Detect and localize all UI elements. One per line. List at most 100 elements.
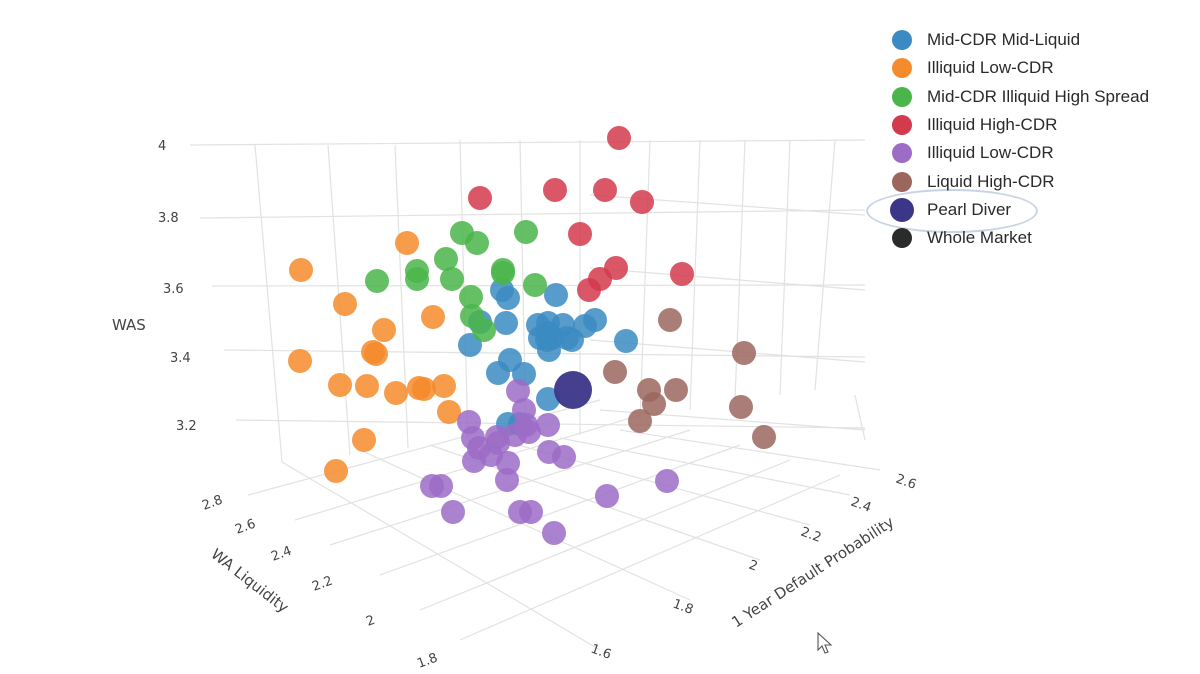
legend-marker-icon (892, 86, 912, 107)
data-point[interactable] (440, 267, 464, 291)
data-point[interactable] (568, 222, 592, 246)
data-point[interactable] (614, 329, 638, 353)
legend-marker-icon (892, 115, 912, 136)
data-point[interactable] (458, 333, 482, 357)
legend-label: Pearl Diver (927, 199, 1012, 219)
data-point[interactable] (479, 443, 503, 467)
data-point[interactable] (519, 500, 543, 524)
y-tick: 1.8 (415, 651, 440, 672)
x-tick: 1.8 (671, 597, 696, 618)
data-point[interactable] (495, 468, 519, 492)
legend-item-illiquid-high-cdr[interactable]: Illiquid High-CDR (888, 111, 1149, 139)
legend-item-liquid-high-cdr[interactable]: Liquid High-CDR (888, 167, 1149, 195)
data-point[interactable] (542, 521, 566, 545)
data-point[interactable] (543, 178, 567, 202)
x-tick: 2.4 (849, 495, 874, 516)
data-point[interactable] (537, 338, 561, 362)
data-point[interactable] (544, 283, 568, 307)
x-tick: 1.6 (589, 642, 614, 663)
legend-label: Illiquid Low-CDR (927, 58, 1054, 78)
data-point[interactable] (583, 308, 607, 332)
legend-label: Illiquid High-CDR (927, 115, 1058, 135)
data-point[interactable] (554, 371, 592, 409)
data-point[interactable] (729, 395, 753, 419)
data-point[interactable] (536, 387, 560, 411)
data-point[interactable] (465, 231, 489, 255)
data-point[interactable] (468, 186, 492, 210)
data-point[interactable] (664, 378, 688, 402)
data-point[interactable] (604, 256, 628, 280)
legend-item-mid-cdr-mid-liquid[interactable]: Mid-CDR Mid-Liquid (888, 26, 1149, 54)
data-point[interactable] (593, 178, 617, 202)
data-point[interactable] (432, 374, 456, 398)
data-point[interactable] (421, 305, 445, 329)
data-point[interactable] (429, 474, 453, 498)
data-point[interactable] (472, 318, 496, 342)
data-point[interactable] (434, 247, 458, 271)
data-point[interactable] (355, 374, 379, 398)
legend-label: Mid-CDR Mid-Liquid (927, 30, 1081, 50)
data-point[interactable] (506, 379, 530, 403)
legend-marker-icon (892, 58, 912, 79)
data-point[interactable] (491, 258, 515, 282)
legend-item-mid-cdr-illiquid-high-spread[interactable]: Mid-CDR Illiquid High Spread (888, 83, 1149, 111)
data-point[interactable] (288, 349, 312, 373)
data-point[interactable] (595, 484, 619, 508)
data-point[interactable] (486, 361, 510, 385)
data-point[interactable] (441, 500, 465, 524)
data-point[interactable] (536, 413, 560, 437)
legend-item-whole-market[interactable]: Whole Market (888, 224, 1149, 252)
data-point[interactable] (352, 428, 376, 452)
legend-item-pearl-diver[interactable]: Pearl Diver (888, 196, 1149, 224)
legend-marker-icon (892, 228, 912, 249)
data-point[interactable] (328, 373, 352, 397)
data-point[interactable] (603, 360, 627, 384)
data-point[interactable] (732, 341, 756, 365)
data-point[interactable] (517, 420, 541, 444)
z-tick: 3.4 (170, 351, 191, 366)
data-point[interactable] (577, 278, 601, 302)
data-point[interactable] (365, 269, 389, 293)
data-point[interactable] (523, 273, 547, 297)
data-point[interactable] (655, 469, 679, 493)
mouse-pointer-icon (817, 632, 833, 654)
legend-label: Liquid High-CDR (927, 171, 1055, 191)
data-point[interactable] (459, 285, 483, 309)
data-point[interactable] (494, 311, 518, 335)
data-point[interactable] (437, 400, 461, 424)
data-point[interactable] (630, 190, 654, 214)
data-point[interactable] (642, 392, 666, 416)
grid-lines (189, 139, 881, 651)
legend-item-illiquid-low-cdr-purple[interactable]: Illiquid Low-CDR (888, 139, 1149, 167)
y-tick: 2.6 (233, 517, 258, 538)
data-point[interactable] (412, 377, 436, 401)
legend-label: Mid-CDR Illiquid High Spread (927, 86, 1150, 106)
data-point[interactable] (384, 381, 408, 405)
legend-marker-icon (892, 171, 912, 192)
data-point[interactable] (658, 308, 682, 332)
legend-item-illiquid-low-cdr-orange[interactable]: Illiquid Low-CDR (888, 54, 1149, 82)
data-point[interactable] (324, 459, 348, 483)
legend-marker-icon (890, 197, 914, 222)
data-point[interactable] (395, 231, 419, 255)
data-point[interactable] (333, 292, 357, 316)
data-point[interactable] (289, 258, 313, 282)
z-axis-title: WAS (112, 316, 146, 334)
data-points[interactable] (288, 126, 776, 545)
y-axis: 2.8 2.6 2.4 2.2 2 1.8 WA Liquidity (200, 493, 440, 672)
data-point[interactable] (514, 220, 538, 244)
data-point[interactable] (607, 126, 631, 150)
data-point[interactable] (670, 262, 694, 286)
data-point[interactable] (364, 342, 388, 366)
y-tick: 2 (364, 613, 377, 630)
data-point[interactable] (496, 286, 520, 310)
data-point[interactable] (628, 409, 652, 433)
data-point[interactable] (552, 445, 576, 469)
legend-label: Illiquid Low-CDR (927, 143, 1054, 163)
data-point[interactable] (752, 425, 776, 449)
x-axis: 2.6 2.4 2.2 2 1.8 1.6 1 Year Default Pro… (589, 472, 919, 663)
z-axis: 4 3.8 3.6 3.4 3.2 WAS (112, 139, 197, 434)
data-point[interactable] (372, 318, 396, 342)
data-point[interactable] (405, 267, 429, 291)
